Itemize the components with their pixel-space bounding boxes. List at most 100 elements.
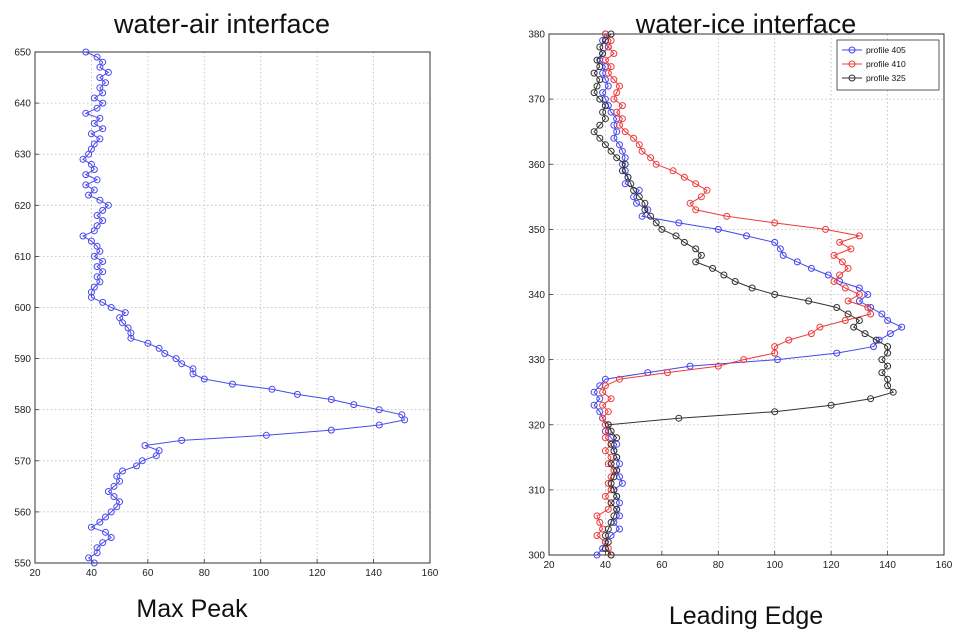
data-point-marker <box>669 167 677 175</box>
data-point-marker <box>740 356 748 364</box>
data-point-marker <box>774 356 781 364</box>
data-point-marker <box>779 251 787 259</box>
data-point-marker <box>630 134 638 142</box>
data-point-marker <box>596 63 604 71</box>
data-point-marker <box>141 442 149 449</box>
legend-entry-label: profile 410 <box>866 59 906 69</box>
chart-caption: Max Peak <box>136 595 248 623</box>
data-point-marker <box>830 278 838 285</box>
data-point-marker <box>102 513 109 521</box>
y-tick-label: 340 <box>528 290 545 301</box>
data-point-marker <box>785 336 793 344</box>
data-point-marker <box>607 499 615 507</box>
data-point-marker <box>590 128 598 136</box>
y-tick-labels: 300 310 320 330 340 350 360 370 380 <box>528 30 553 562</box>
data-point-marker <box>599 108 607 116</box>
data-point-marker <box>375 421 383 429</box>
data-point-marker <box>90 252 98 260</box>
data-point-marker <box>90 120 98 127</box>
data-point-marker <box>96 247 104 255</box>
data-point-marker <box>652 160 660 168</box>
chart-caption: Leading Edge <box>669 602 823 630</box>
data-point-marker <box>771 219 779 227</box>
data-point-marker <box>104 201 112 209</box>
data-point-marker <box>618 167 626 175</box>
data-point-marker <box>99 206 107 214</box>
data-point-marker <box>867 310 875 318</box>
data-point-marker <box>618 115 626 123</box>
data-point-marker <box>144 339 152 347</box>
data-point-marker <box>793 258 801 266</box>
data-point-marker <box>836 238 844 246</box>
data-point-marker <box>867 395 875 403</box>
y-tick-label: 620 <box>14 201 31 212</box>
data-point-marker <box>604 505 612 513</box>
data-point-marker <box>601 382 609 390</box>
chart-title: water-air interface <box>113 9 330 39</box>
data-point-marker <box>613 154 621 162</box>
data-point-marker <box>604 69 612 77</box>
y-tick-label: 320 <box>528 420 545 431</box>
data-point-marker <box>616 460 623 468</box>
data-point-marker <box>90 227 98 235</box>
data-point-marker <box>664 369 671 377</box>
data-point-marker <box>618 147 626 155</box>
data-point-marker <box>675 414 683 422</box>
data-point-marker <box>93 263 101 271</box>
data-point-marker <box>93 544 101 552</box>
data-point-marker <box>771 349 779 357</box>
chart-water-air: water-air interface 20 40 60 80 100 120 140 160… <box>14 9 438 623</box>
data-point-marker <box>714 362 722 370</box>
data-point-marker <box>641 206 649 214</box>
data-point-marker <box>844 297 852 305</box>
data-point-marker <box>93 273 101 281</box>
data-point-marker <box>85 554 93 562</box>
data-point-marker <box>189 365 197 373</box>
x-tick-label: 140 <box>365 568 382 579</box>
data-point-marker <box>610 447 618 455</box>
x-tick-label: 80 <box>713 560 725 571</box>
data-point-marker <box>127 334 135 342</box>
series-group <box>79 48 409 567</box>
data-point-marker <box>96 135 104 143</box>
data-point-marker <box>827 401 835 409</box>
data-point-marker <box>87 160 95 168</box>
data-point-marker <box>90 166 98 173</box>
data-point-marker <box>596 43 604 51</box>
data-point-marker <box>878 369 886 377</box>
data-point-marker <box>886 330 894 338</box>
data-point-marker <box>82 181 90 189</box>
data-point-marker <box>613 505 621 513</box>
data-point-marker <box>590 69 598 77</box>
data-point-marker <box>618 479 626 487</box>
data-point-marker <box>262 431 270 439</box>
data-point-marker <box>607 147 615 155</box>
y-tick-label: 360 <box>528 160 545 171</box>
series-line <box>79 48 409 567</box>
data-point-marker <box>119 319 126 327</box>
data-point-marker <box>607 518 615 526</box>
data-point-marker <box>229 380 236 388</box>
data-point-marker <box>599 388 607 396</box>
data-point-marker <box>93 549 101 557</box>
data-point-marker <box>884 349 892 357</box>
data-point-marker <box>133 462 141 470</box>
data-point-marker <box>647 154 655 162</box>
data-point-marker <box>616 525 623 533</box>
data-point-marker <box>604 408 612 416</box>
data-point-marker <box>601 447 609 455</box>
data-point-marker <box>613 453 621 461</box>
data-point-marker <box>898 323 906 331</box>
data-point-marker <box>96 63 104 71</box>
data-point-marker <box>607 395 615 403</box>
data-point-marker <box>596 518 604 526</box>
data-point-marker <box>692 245 700 253</box>
data-point-marker <box>599 401 607 409</box>
data-point-marker <box>672 232 680 240</box>
data-point-marker <box>627 180 635 188</box>
data-point-marker <box>593 82 601 90</box>
data-point-marker <box>714 225 722 233</box>
data-point-marker <box>844 264 852 272</box>
data-point-marker <box>596 408 604 416</box>
data-point-marker <box>87 523 95 531</box>
